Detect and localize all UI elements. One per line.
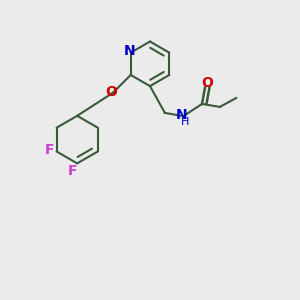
Text: H: H — [181, 117, 189, 128]
Text: F: F — [44, 143, 54, 157]
Text: N: N — [176, 108, 188, 122]
Text: N: N — [123, 44, 135, 58]
Text: O: O — [201, 76, 213, 90]
Text: F: F — [68, 164, 77, 178]
Text: O: O — [105, 85, 117, 99]
